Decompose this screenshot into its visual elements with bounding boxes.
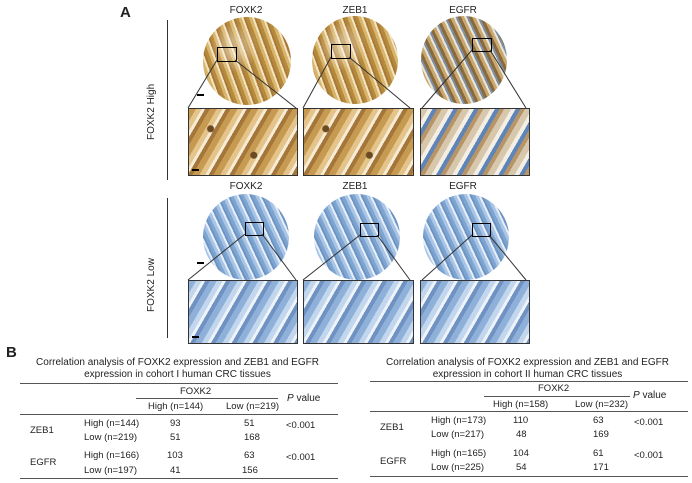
table-2-row-p: <0.001 — [634, 417, 664, 428]
table-1-row-p: <0.001 — [286, 420, 316, 431]
table-2-gene-egfr: EGFR — [380, 456, 407, 467]
table-2-header-rule — [370, 411, 688, 412]
table-1-top-rule — [20, 383, 338, 384]
table-2-title: Correlation analysis of FOXK2 expression… — [386, 357, 669, 380]
table-1-group-rule — [136, 398, 278, 399]
table-1-row-high: 51 — [170, 432, 181, 443]
table-2-col-low: Low (n=232) — [575, 399, 629, 410]
zoom-box — [472, 223, 491, 237]
row-divider-high — [167, 20, 168, 180]
table-1-group-header: FOXK2 — [180, 386, 212, 397]
table-1-row-high: 41 — [170, 465, 181, 476]
table-2-row-low: 171 — [593, 462, 609, 473]
zoom-image-egfr-low — [420, 280, 530, 344]
table-2-row-level: Low (n=217) — [431, 429, 485, 440]
scale-bar — [197, 262, 204, 264]
table-1-row-level: High (n=166) — [84, 450, 140, 461]
scale-bar — [192, 336, 199, 338]
table-1-row-level: High (n=144) — [84, 418, 140, 429]
zoom-box — [245, 222, 264, 236]
table-2-col-high: High (n=158) — [493, 399, 549, 410]
col-title-zeb1-top: ZEB1 — [342, 5, 368, 16]
zoom-box — [331, 44, 351, 59]
table-1-col-high: High (n=144) — [148, 401, 204, 412]
table-2-row-high: 48 — [516, 429, 527, 440]
col-title-zeb1-low: ZEB1 — [342, 181, 368, 192]
table-2-row-p: <0.001 — [634, 450, 664, 461]
zoom-box — [472, 38, 492, 52]
col-title-foxk2-top: FOXK2 — [229, 5, 263, 16]
tissue-core-zeb1-high — [312, 16, 398, 104]
zoom-box — [360, 223, 379, 237]
table-2-row-high: 104 — [513, 448, 529, 459]
zoom-connectors-high — [187, 49, 527, 109]
table-2-row-low: 169 — [593, 429, 609, 440]
table-2-row-high: 110 — [513, 415, 529, 426]
col-title-foxk2-low: FOXK2 — [229, 181, 263, 192]
row-divider-low — [167, 198, 168, 338]
table-1-row-level: Low (n=219) — [84, 432, 138, 443]
table-2-gene-zeb1: ZEB1 — [380, 422, 404, 433]
zoom-image-zeb1-low — [303, 280, 414, 344]
table-1-p-header: P value — [287, 393, 321, 404]
col-title-egfr-low: EGFR — [449, 181, 477, 192]
table-1-header-rule — [20, 414, 338, 415]
table-1-row-low: 51 — [244, 418, 255, 429]
zoom-image-zeb1-high — [303, 108, 414, 176]
table-2-row-level: Low (n=225) — [431, 462, 485, 473]
table-1-title: Correlation analysis of FOXK2 expression… — [36, 357, 319, 380]
table-1-row-level: Low (n=197) — [84, 465, 138, 476]
table-2-row-level: High (n=165) — [431, 448, 487, 459]
zoom-connectors-low — [187, 233, 527, 281]
table-1-row-p: <0.001 — [286, 452, 316, 463]
zoom-image-foxk2-low — [188, 280, 298, 344]
scale-bar — [197, 94, 204, 96]
table-2-bottom-rule — [370, 476, 688, 477]
table-2-row-high: 54 — [516, 462, 527, 473]
table-2-p-header: P value — [633, 390, 667, 401]
row-label-high: FOXK2 High — [146, 83, 157, 140]
table-1-row-high: 103 — [167, 450, 183, 461]
table-1-row-low: 63 — [244, 450, 255, 461]
row-label-low: FOXK2 Low — [146, 258, 157, 312]
table-2-group-rule — [484, 396, 630, 397]
scale-bar — [192, 169, 199, 171]
table-2-row-low: 63 — [593, 415, 604, 426]
col-title-egfr-top: EGFR — [449, 5, 477, 16]
panel-a-letter: A — [120, 4, 131, 21]
table-1-col-low: Low (n=219) — [226, 401, 280, 412]
table-2-row-low: 61 — [593, 448, 604, 459]
zoom-image-foxk2-high — [188, 108, 298, 176]
zoom-image-egfr-high — [420, 108, 530, 176]
zoom-box — [217, 47, 237, 62]
table-1-bottom-rule — [20, 478, 338, 479]
table-2-group-header: FOXK2 — [538, 383, 570, 394]
table-1-row-low: 156 — [242, 465, 258, 476]
table-2-top-rule — [370, 381, 688, 382]
table-1-gene-egfr: EGFR — [30, 457, 57, 468]
table-1-gene-zeb1: ZEB1 — [30, 425, 54, 436]
panel-b-letter: B — [6, 344, 17, 361]
tissue-core-foxk2-low — [203, 194, 289, 280]
table-2-row-level: High (n=173) — [431, 415, 487, 426]
table-1-row-low: 168 — [244, 432, 260, 443]
table-1-row-high: 93 — [170, 418, 181, 429]
